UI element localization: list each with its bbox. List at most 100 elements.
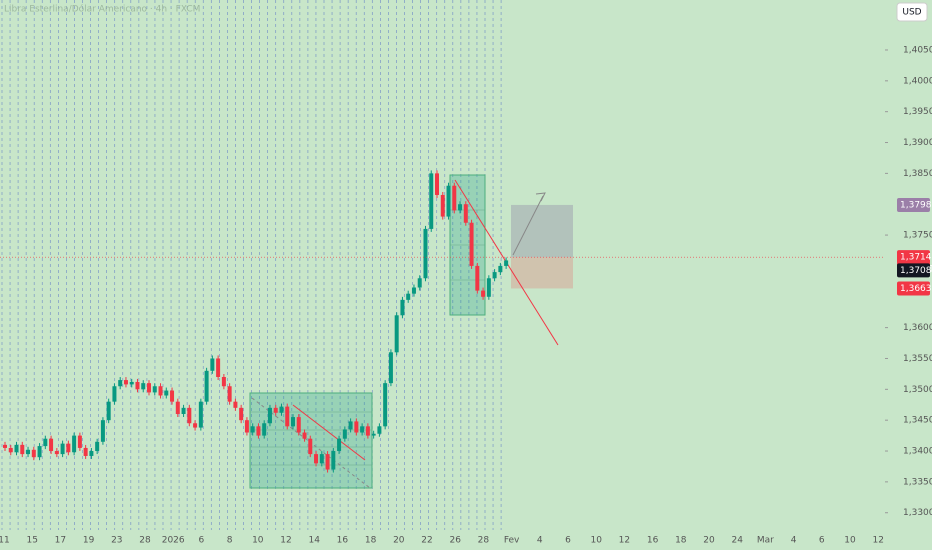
candle-body <box>388 352 393 384</box>
price-tag-label: 1,36635 <box>900 284 932 294</box>
candle-body <box>193 423 198 428</box>
candle-body <box>31 449 36 458</box>
candle-body <box>20 444 25 455</box>
y-tick-label: 1,34000 <box>903 447 932 457</box>
candle-body <box>158 386 163 396</box>
price-tag-label: 1,37089 <box>900 266 932 276</box>
candle-body <box>210 358 215 371</box>
x-tick-label: 28 <box>139 536 151 546</box>
candle-body <box>492 272 497 279</box>
price-tag-label: 1,37988 <box>900 200 932 210</box>
candle-body <box>198 401 203 428</box>
candle-body <box>175 401 180 415</box>
candle-body <box>504 260 509 266</box>
candle-body <box>112 386 117 402</box>
candle-body <box>95 441 100 452</box>
candle-body <box>129 381 134 385</box>
x-tick-label: 12 <box>619 536 630 546</box>
x-tick-label: 14 <box>308 536 320 546</box>
y-tick-label: 1,40500 <box>903 45 932 55</box>
y-tick-label: 1,38500 <box>903 169 932 179</box>
y-tick-label: 1,40000 <box>903 76 932 86</box>
price-tag <box>897 281 930 296</box>
candle-body <box>77 435 82 448</box>
candle-body <box>475 265 480 291</box>
candle-body <box>239 407 244 421</box>
candle-body <box>360 426 365 433</box>
candle-body <box>273 407 278 413</box>
candle-body <box>296 417 301 433</box>
price-tag <box>897 197 930 212</box>
candle-body <box>181 407 186 415</box>
candle-body <box>43 438 48 447</box>
x-tick-label: 26 <box>449 536 461 546</box>
candle-body <box>452 185 457 211</box>
x-tick-label: 16 <box>337 536 349 546</box>
candles <box>3 170 509 473</box>
candle-body <box>331 451 336 470</box>
y-tick-label: 1,33000 <box>903 508 932 518</box>
candle-body <box>302 432 307 439</box>
candle-body <box>365 426 370 436</box>
candle-body <box>325 454 330 470</box>
candle-body <box>123 380 128 385</box>
currency[interactable]: USD <box>902 8 921 18</box>
candle-body <box>106 401 111 421</box>
currency-button[interactable] <box>896 2 928 22</box>
candle-body <box>417 278 422 288</box>
x-tick-label: Mar <box>757 536 774 546</box>
candle-body <box>233 401 238 408</box>
candle-body <box>37 446 42 458</box>
target-zone <box>511 204 573 258</box>
candle-body <box>411 287 416 294</box>
arrow <box>512 195 544 256</box>
candle-body <box>267 407 272 424</box>
stop-zone <box>511 257 573 289</box>
candle-body <box>371 433 376 436</box>
candle-body <box>423 228 428 279</box>
x-tick-label: 2026 <box>162 536 185 546</box>
candle-body <box>308 438 313 455</box>
x-tick-label: 4 <box>791 536 797 546</box>
candle-body <box>89 451 94 456</box>
chart-title: Libra Esterlina/Dólar Americano · 4h · F… <box>4 4 200 15</box>
candle-body <box>250 426 255 433</box>
price-tag-label: 1,37142 <box>900 253 932 263</box>
candle-body <box>60 443 65 455</box>
y-tick-label: 1,37500 <box>903 231 932 241</box>
candle-body <box>394 315 399 353</box>
y-tick-label: 1,33500 <box>903 477 932 487</box>
y-tick-label: 1,36000 <box>903 323 932 333</box>
candle-body <box>14 444 19 453</box>
x-tick-label: 20 <box>703 536 715 546</box>
candle-body <box>3 444 7 448</box>
price-tag <box>897 263 930 278</box>
candle-body <box>256 426 261 436</box>
x-tick-label: 11 <box>0 536 10 546</box>
x-tick-label: 20 <box>393 536 405 546</box>
position-tool <box>0 204 885 289</box>
candle-body <box>342 429 347 439</box>
candle-body <box>221 376 226 387</box>
x-tick-label: 12 <box>872 536 883 546</box>
candle-body <box>152 386 157 393</box>
x-tick-label: 6 <box>199 536 205 546</box>
arrow-head <box>535 192 546 202</box>
candle-body <box>400 299 405 316</box>
candle-body <box>435 173 439 195</box>
candle-body <box>227 386 232 402</box>
candle-body <box>262 423 267 436</box>
x-tick-label: 12 <box>280 536 291 546</box>
x-tick-label: 18 <box>365 536 377 546</box>
candle-body <box>440 194 445 217</box>
candle-body <box>458 204 463 211</box>
candle-body <box>135 381 140 390</box>
candle-body <box>54 451 59 455</box>
candle-body <box>204 370 209 402</box>
x-tick-label: 18 <box>675 536 687 546</box>
x-tick-label: 15 <box>26 536 37 546</box>
price-axis: 1,40500 1,40000 1,39500 1,39000 1,38500 1,375… <box>0 45 932 545</box>
candle-body <box>446 185 451 217</box>
trend-line <box>292 404 366 461</box>
